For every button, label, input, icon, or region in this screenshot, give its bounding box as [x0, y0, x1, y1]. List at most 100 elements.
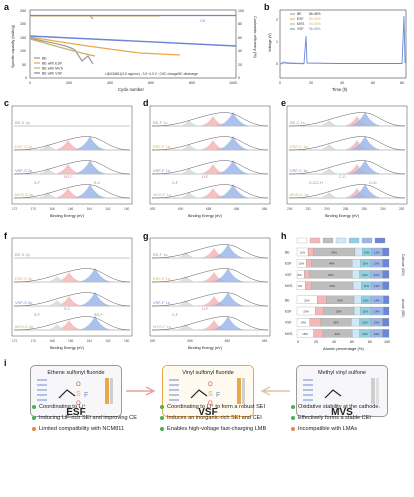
- h-bar-1-seg-3: [352, 259, 361, 268]
- xps-f1s-cathode-peak-label-0: C-F: [172, 313, 179, 317]
- h-bar-1-label-5: 13%: [374, 262, 380, 266]
- h-legend-swatch-3: [335, 237, 347, 244]
- xps-c1s-anode-xtick-1: 292: [306, 207, 312, 211]
- xps-s2p-cathode-spectrum-1: ESF-S 2p: [13, 268, 131, 283]
- xps-c1s-anode-xlabel: Binding Energy (eV): [325, 214, 360, 218]
- bullet-item: Oxidative stability at the cathode.: [291, 402, 380, 413]
- h-legend-swatch-6: [374, 237, 386, 244]
- h-bar-5-seg-6: [383, 306, 390, 316]
- xps-c1s-anode-row-label-1: ESF-C 1s: [290, 144, 307, 149]
- panel-label-b: b: [264, 2, 270, 12]
- xps-f1s-cathode-peak-label-1: Li-F: [202, 307, 209, 311]
- bullet-dot-icon: [291, 415, 295, 420]
- xps-s2p-anode-spectrum-3: MVS-S 2p: [13, 184, 131, 199]
- h-bar-2-seg-1: [304, 270, 311, 279]
- h-xtick-1: 20: [314, 340, 318, 344]
- xps-s2p-cathode-row-label-0: BE-S 2p: [15, 252, 31, 257]
- xps-c1s-anode-spectrum-0: BE-C 1s: [288, 112, 406, 127]
- vsf-card: Vinyl sulfonyl fluoride S F O O VSF: [162, 365, 254, 418]
- a-ytick-2: 100: [20, 49, 26, 53]
- xps-s2p-cathode-xlabel: Binding Energy (eV): [50, 346, 85, 350]
- h-bar-3-label-0: 9%: [298, 284, 303, 288]
- bullet-text: Effectively forms a stable CEI: [298, 415, 371, 421]
- h-bar-0-seg-3: [354, 247, 363, 257]
- svg-text:O: O: [76, 401, 81, 407]
- panel-label-c: c: [4, 98, 10, 108]
- xps-f1s-anode-row-label-1: ESF-F 1s: [153, 144, 170, 149]
- h-side-anode: Anode (SEI): [401, 299, 405, 317]
- a-legend-esf: BE with ESF: [42, 62, 63, 66]
- h-bar-0-label-0: 12%: [300, 251, 306, 255]
- a-ytick-4: 200: [20, 22, 26, 26]
- xps-f1s-anode-spectrum-1: ESF-F 1s: [151, 136, 269, 151]
- bullet-item: Coordinating to Li⁺ to form a robust SEI: [160, 402, 266, 413]
- h-xtick-3: 60: [350, 340, 354, 344]
- xps-c1s-anode-xtick-5: 284: [380, 207, 386, 211]
- xps-s2p-anode-peak-label-0: S-F: [34, 181, 41, 185]
- h-bar-2-label-0: 8%: [298, 273, 303, 277]
- h-bar-5-seg-3: [353, 306, 361, 316]
- xps-s2p-anode-xtick-5: 162: [105, 207, 111, 211]
- bullet-text: Enables high-voltage fast-charging LMB: [167, 426, 267, 432]
- xps-s2p-cathode-xtick-6: 160: [124, 339, 130, 343]
- h-bar-2-label-4: 12%: [362, 273, 368, 277]
- xps-s2p-cathode-xtick-5: 162: [105, 339, 111, 343]
- a-ylabel-right: Coulombic efficiency (%): [253, 16, 257, 58]
- xps-s2p-cathode-xtick-4: 164: [87, 339, 93, 343]
- esf-bullets: Coordinating to Li⁺ Inducing LiF-rich SEI…: [32, 402, 137, 435]
- h-bar-7-label-2: 32%: [334, 332, 340, 336]
- xps-f1s-cathode-row-label-3: MVS-F 1s: [153, 324, 171, 329]
- svg-text:F: F: [84, 392, 88, 399]
- h-bar-7-label-0: 18%: [302, 332, 308, 336]
- xps-s2p-anode-row-label-0: BE-S 2p: [15, 120, 31, 125]
- a-xtick-4: 800: [189, 81, 195, 85]
- h-bar-4-label-4: 10%: [363, 298, 369, 302]
- xps-c1s-anode-spectrum-3: MVS-C 1s: [288, 184, 406, 199]
- b-legend-be: BE: [297, 12, 302, 16]
- h-bar-1-label-2: 44%: [329, 262, 335, 266]
- xps-f1s-anode-xtick-0: 692: [150, 207, 156, 211]
- xps-f1s-anode-row-label-2: VSF-F 1s: [153, 168, 170, 173]
- vsf-molecule: S F O O: [169, 378, 245, 407]
- arrow-esf-to-vsf: [126, 386, 156, 396]
- xps-s2p-anode-xtick-4: 164: [87, 207, 93, 211]
- h-bar-6-label-5: 13%: [374, 321, 380, 325]
- xps-c1s-anode-peak-label-1: C-O: [339, 175, 346, 179]
- xps-f1s-cathode-row-label-1: ESF-F 1s: [153, 276, 170, 281]
- xps-c1s-anode: BE-C 1s ESF-C 1s VSF-C 1s MVS-C 1s C-C/C-H C-…: [286, 105, 408, 218]
- xps-s2p-cathode-xtick-1: 170: [31, 339, 37, 343]
- bullet-dot-icon: [160, 404, 164, 409]
- panel-label-e: e: [281, 98, 287, 108]
- mvs-card-name: MVS: [331, 407, 353, 418]
- a-ce-label: CE: [200, 18, 206, 23]
- mvs-card: Methyl vinyl sulfone MVS: [296, 365, 388, 418]
- xps-s2p-cathode-peak-label-0: S-F: [34, 313, 41, 317]
- h-row-label-3: MVS: [285, 284, 293, 288]
- h-bar-7-seg-6: [382, 329, 390, 338]
- bullet-item: Coordinating to Li⁺: [32, 402, 137, 413]
- a-ytick-1: 50: [22, 63, 26, 67]
- h-bar-7-label-4: 12%: [362, 332, 368, 336]
- capacity-line-mvs: [29, 38, 96, 57]
- xps-s2p-cathode-xtick-0: 172: [12, 339, 18, 343]
- xps-c1s-anode-peak-label-0: C-C/C-H: [309, 181, 323, 185]
- h-bar-1-seg-1: [306, 259, 312, 268]
- h-bar-1-label-4: 11%: [363, 262, 369, 266]
- xps-c1s-anode-spectrum-1: ESF-C 1s: [288, 136, 406, 151]
- h-xtick-4: 80: [368, 340, 372, 344]
- a-xlabel: Cycle number: [118, 87, 144, 92]
- h-row-label-7: MVS: [285, 332, 293, 336]
- b-xtick-3: 60: [371, 81, 375, 85]
- bullet-text: Oxidative stability at the cathode.: [298, 404, 381, 410]
- xps-s2p-cathode-row-label-1: ESF-S 2p: [15, 276, 33, 281]
- b-legend-be-value: 86.48%: [309, 12, 321, 16]
- h-row-label-4: BE: [285, 298, 290, 302]
- xps-f1s-cathode-xtick-3: 684: [262, 339, 268, 343]
- b-legend: BE 86.48% ESF 90.42% MVS 94.45% VSF 98.4…: [290, 12, 321, 31]
- bullet-item: Inducing LiF-rich SEI and improving CE: [32, 413, 137, 424]
- bullet-item: Induces an inorganic-rich SEI and CEI: [160, 413, 266, 424]
- xps-c1s-anode-xtick-6: 282: [399, 207, 405, 211]
- a-ytick-5: 250: [20, 9, 26, 13]
- h-xtick-2: 40: [332, 340, 336, 344]
- xps-s2p-cathode: BE-S 2p ESF-S 2p VSF-S 2p MVS-S 2p S-F S-C SO₃…: [11, 237, 133, 350]
